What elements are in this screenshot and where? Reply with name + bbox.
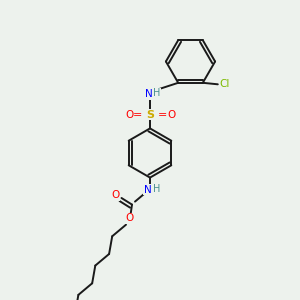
Text: O: O — [125, 110, 133, 120]
Text: S: S — [146, 110, 154, 120]
Text: O: O — [167, 110, 176, 120]
Text: H: H — [153, 184, 160, 194]
Text: N: N — [144, 184, 152, 195]
Text: Cl: Cl — [220, 79, 230, 89]
Text: =: = — [158, 110, 167, 120]
Text: N: N — [145, 89, 152, 100]
Text: O: O — [125, 213, 133, 223]
Text: H: H — [153, 88, 160, 98]
Text: =: = — [133, 110, 143, 120]
Text: O: O — [111, 190, 120, 200]
